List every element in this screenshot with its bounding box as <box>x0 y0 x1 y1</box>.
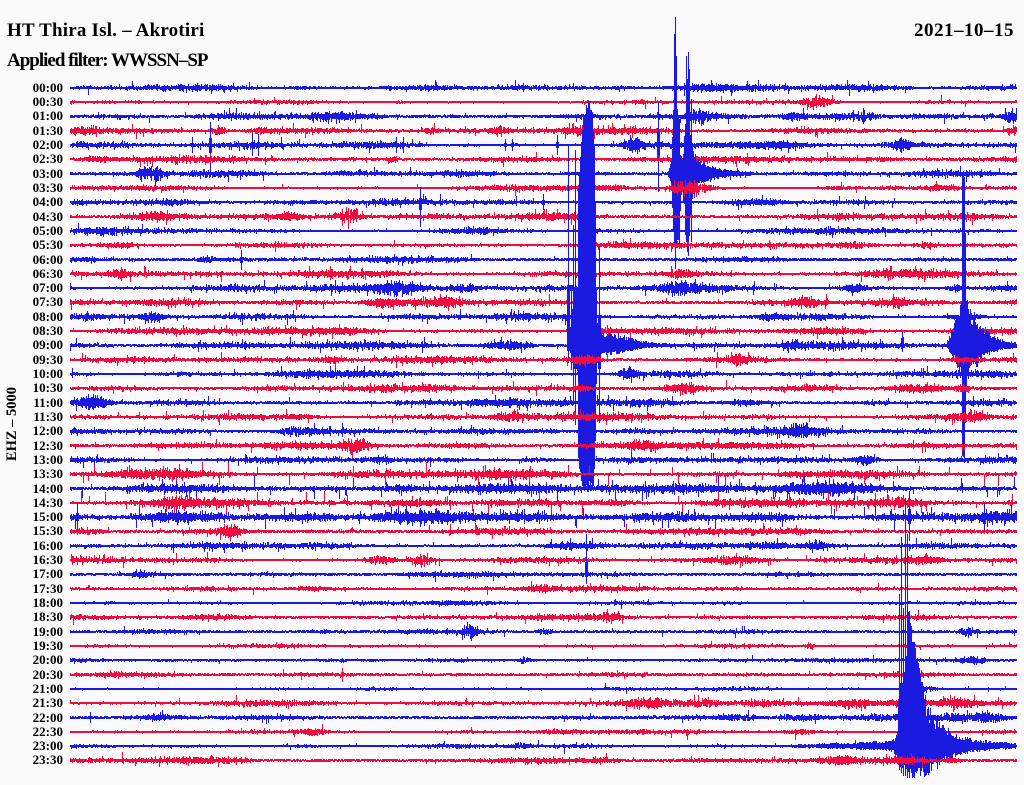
svg-text:10:30: 10:30 <box>33 380 63 395</box>
svg-text:15:00: 15:00 <box>33 509 63 524</box>
svg-text:14:30: 14:30 <box>33 495 63 510</box>
svg-text:13:30: 13:30 <box>33 466 63 481</box>
svg-text:12:30: 12:30 <box>33 438 63 453</box>
svg-text:HT Thira Isl. – Akrotiri: HT Thira Isl. – Akrotiri <box>7 20 204 41</box>
svg-text:11:30: 11:30 <box>33 409 63 424</box>
svg-text:00:00: 00:00 <box>33 80 63 95</box>
svg-text:17:00: 17:00 <box>33 566 63 581</box>
svg-text:01:30: 01:30 <box>33 123 63 138</box>
svg-text:11:00: 11:00 <box>33 395 63 410</box>
svg-text:19:30: 19:30 <box>33 638 63 653</box>
svg-text:22:30: 22:30 <box>33 724 63 739</box>
svg-text:06:30: 06:30 <box>33 266 63 281</box>
svg-text:13:00: 13:00 <box>33 452 63 467</box>
svg-text:06:00: 06:00 <box>33 252 63 267</box>
svg-text:20:00: 20:00 <box>33 652 63 667</box>
svg-text:09:30: 09:30 <box>33 352 63 367</box>
svg-text:07:00: 07:00 <box>33 280 63 295</box>
svg-text:23:30: 23:30 <box>33 752 63 767</box>
svg-text:19:00: 19:00 <box>33 624 63 639</box>
svg-text:12:00: 12:00 <box>33 423 63 438</box>
svg-text:21:30: 21:30 <box>33 695 63 710</box>
svg-text:09:00: 09:00 <box>33 337 63 352</box>
svg-text:10:00: 10:00 <box>33 366 63 381</box>
svg-text:22:00: 22:00 <box>33 710 63 725</box>
svg-text:EHZ – 5000: EHZ – 5000 <box>4 387 20 461</box>
svg-text:16:00: 16:00 <box>33 538 63 553</box>
svg-text:01:00: 01:00 <box>33 108 63 123</box>
svg-text:16:30: 16:30 <box>33 552 63 567</box>
svg-text:15:30: 15:30 <box>33 523 63 538</box>
svg-text:08:30: 08:30 <box>33 323 63 338</box>
svg-text:14:00: 14:00 <box>33 481 63 496</box>
svg-text:Applied filter: WWSSN–SP: Applied filter: WWSSN–SP <box>7 50 209 71</box>
svg-text:02:00: 02:00 <box>33 137 63 152</box>
svg-text:03:00: 03:00 <box>33 166 63 181</box>
svg-text:04:30: 04:30 <box>33 209 63 224</box>
svg-text:07:30: 07:30 <box>33 294 63 309</box>
svg-text:04:00: 04:00 <box>33 194 63 209</box>
svg-text:05:30: 05:30 <box>33 237 63 252</box>
svg-text:18:00: 18:00 <box>33 595 63 610</box>
svg-text:03:30: 03:30 <box>33 180 63 195</box>
svg-text:02:30: 02:30 <box>33 151 63 166</box>
svg-text:17:30: 17:30 <box>33 581 63 596</box>
svg-text:18:30: 18:30 <box>33 609 63 624</box>
svg-text:00:30: 00:30 <box>33 94 63 109</box>
svg-text:21:00: 21:00 <box>33 681 63 696</box>
svg-text:08:00: 08:00 <box>33 309 63 324</box>
svg-text:23:00: 23:00 <box>33 738 63 753</box>
svg-text:2021–10–15: 2021–10–15 <box>914 20 1014 41</box>
svg-text:20:30: 20:30 <box>33 667 63 682</box>
svg-text:05:00: 05:00 <box>33 223 63 238</box>
